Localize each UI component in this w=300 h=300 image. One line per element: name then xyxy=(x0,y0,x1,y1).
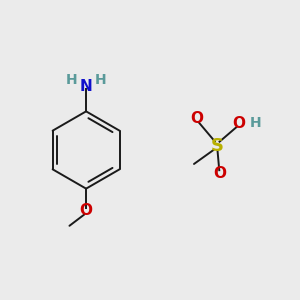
Text: H: H xyxy=(250,116,261,130)
Text: O: O xyxy=(80,203,93,218)
Text: H: H xyxy=(95,73,107,87)
Text: O: O xyxy=(190,111,203,126)
Text: O: O xyxy=(233,116,246,131)
Text: H: H xyxy=(65,73,77,87)
Text: N: N xyxy=(80,79,92,94)
Text: O: O xyxy=(213,166,226,181)
Text: S: S xyxy=(210,136,224,154)
